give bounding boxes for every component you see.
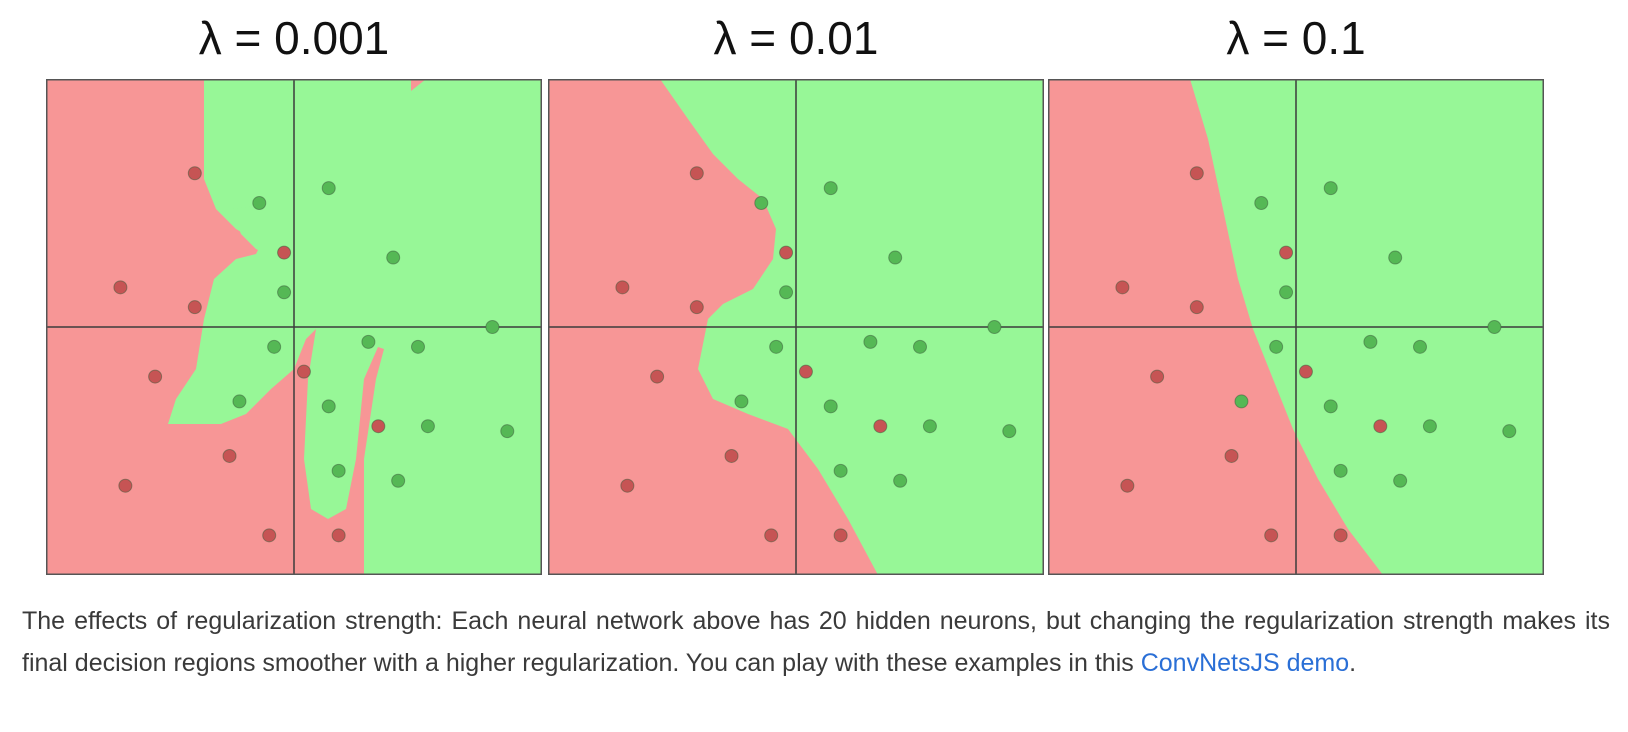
green-data-point: [913, 339, 927, 354]
green-data-point: [321, 399, 336, 414]
red-data-point: [331, 528, 346, 543]
green-region: [231, 204, 296, 259]
green-data-point: [1323, 399, 1338, 414]
green-data-point: [1269, 339, 1284, 354]
green-data-point: [232, 394, 247, 409]
red-data-point: [689, 166, 704, 181]
green-data-point: [1333, 463, 1348, 478]
green-data-point: [1388, 250, 1403, 265]
green-data-point: [267, 339, 282, 354]
green-data-point: [1393, 473, 1408, 488]
green-data-point: [252, 196, 267, 210]
panel-title-1: λ = 0.001: [198, 12, 390, 64]
red-data-point: [1189, 300, 1204, 315]
red-data-point: [620, 478, 635, 493]
green-data-point: [331, 463, 346, 478]
red-data-point: [650, 369, 665, 384]
decision-boundary-panel-1: [46, 79, 542, 575]
green-data-point: [277, 285, 292, 300]
green-data-point: [833, 463, 848, 478]
figure-caption: The effects of regularization strength: …: [22, 600, 1610, 684]
green-data-point: [893, 473, 908, 488]
green-data-point: [500, 424, 515, 439]
green-data-point: [922, 419, 937, 434]
red-data-point: [1224, 448, 1239, 463]
red-data-point: [798, 364, 813, 379]
green-data-point: [321, 181, 336, 196]
green-data-point: [1413, 339, 1427, 354]
red-data-point: [615, 280, 630, 295]
red-data-point: [113, 280, 128, 295]
panel-title-2: λ = 0.01: [713, 12, 879, 64]
red-data-point: [1298, 364, 1313, 379]
red-data-point: [779, 245, 794, 260]
panel-frame: [548, 79, 1044, 575]
green-data-point: [987, 320, 1002, 334]
decision-boundary-panel-2: [548, 79, 1044, 575]
green-data-point: [1254, 196, 1269, 210]
red-data-point: [1150, 369, 1165, 384]
red-data-point: [187, 166, 202, 181]
panel-title-3: λ = 0.1: [1226, 12, 1366, 64]
red-data-point: [1120, 478, 1135, 493]
caption-text: The effects of regularization strength: …: [22, 607, 1610, 677]
panel-frame: [1048, 79, 1544, 575]
red-data-point: [371, 419, 386, 434]
convnetsjs-demo-link[interactable]: ConvNetsJS demo: [1140, 649, 1350, 677]
green-data-point: [1002, 424, 1017, 439]
green-data-point: [823, 399, 838, 414]
green-data-point: [386, 250, 401, 265]
green-data-point: [888, 250, 903, 265]
green-data-point: [779, 285, 794, 300]
green-data-point: [361, 334, 376, 349]
red-data-point: [833, 528, 848, 543]
green-data-point: [1502, 424, 1517, 439]
green-data-point: [420, 419, 435, 434]
red-data-point: [187, 300, 202, 315]
decision-boundary-panel-3: [1048, 79, 1544, 575]
green-data-point: [754, 196, 769, 210]
red-data-point: [689, 300, 704, 315]
red-data-point: [148, 369, 163, 384]
green-data-point: [769, 339, 784, 354]
red-data-point: [1115, 280, 1130, 295]
green-data-point: [1234, 394, 1249, 409]
red-data-point: [724, 448, 739, 463]
green-data-point: [734, 394, 749, 409]
red-data-point: [873, 419, 888, 434]
red-data-point: [296, 364, 311, 379]
red-data-point: [262, 528, 277, 543]
green-data-point: [485, 320, 500, 334]
red-data-point: [277, 245, 292, 260]
green-data-point: [1363, 334, 1378, 349]
green-data-point: [1323, 181, 1338, 196]
green-data-point: [411, 339, 425, 354]
caption-trailing: .: [1349, 649, 1357, 677]
green-data-point: [863, 334, 878, 349]
red-data-point: [764, 528, 779, 543]
red-data-point: [222, 448, 237, 463]
green-data-point: [1279, 285, 1294, 300]
red-data-point: [1279, 245, 1294, 260]
red-data-point: [1373, 419, 1388, 434]
red-data-point: [118, 478, 133, 493]
panel-frame: [46, 79, 542, 575]
red-data-point: [1189, 166, 1204, 181]
green-data-point: [1487, 320, 1502, 334]
green-data-point: [823, 181, 838, 196]
red-data-point: [1333, 528, 1348, 543]
green-data-point: [391, 473, 406, 488]
red-data-point: [1264, 528, 1279, 543]
green-data-point: [1422, 419, 1437, 434]
